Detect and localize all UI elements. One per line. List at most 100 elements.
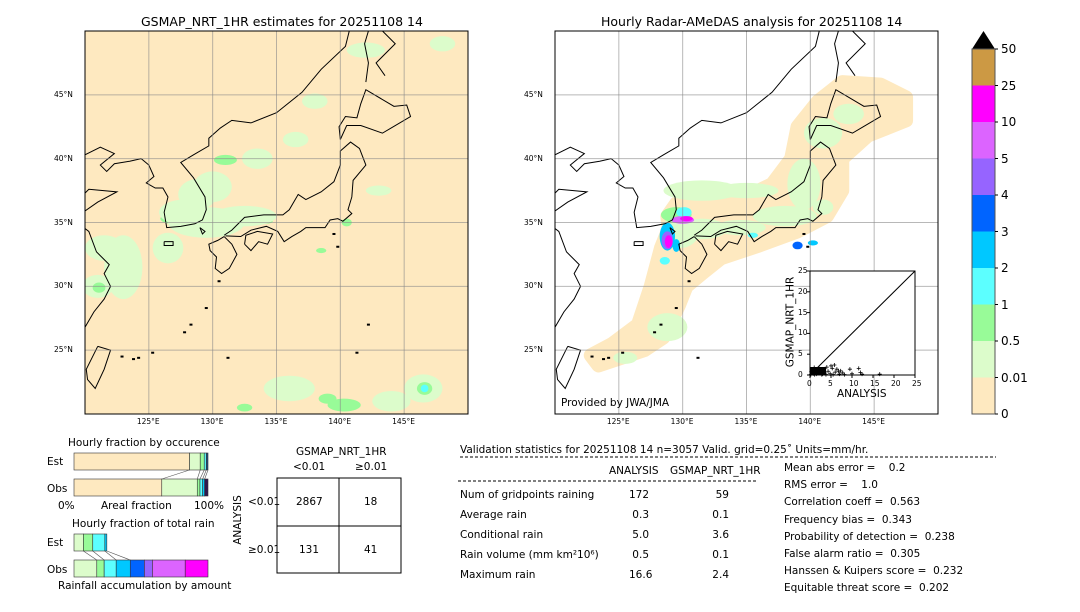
scatter-point (842, 372, 847, 377)
rain-area (803, 117, 843, 149)
coastline (669, 227, 676, 235)
table-col-1: <0.01 (293, 461, 326, 473)
lat-tick-label: 35°N (54, 217, 73, 227)
colorbar-segment (972, 268, 995, 305)
bar-segment (196, 478, 201, 497)
cell-tp: 41 (364, 544, 378, 556)
scatter-x-tick-label: 10 (849, 379, 859, 388)
score-item: Equitable threat score = 0.202 (784, 582, 950, 595)
colorbar-segment (972, 231, 995, 268)
scatter-dense-cluster (810, 367, 826, 375)
one-to-one-line (809, 270, 916, 376)
lon-tick-label: 140°E (798, 417, 822, 426)
bar-segment (161, 478, 198, 497)
stats-gsmap-value: 3.6 (712, 529, 729, 541)
rain-area (613, 351, 638, 364)
map-frame (84, 30, 469, 415)
coastline (244, 230, 274, 252)
colorbar (971, 31, 998, 415)
credit-text: Provided by JWA/JMA (561, 397, 670, 409)
island (607, 356, 611, 359)
bar-segment (202, 478, 205, 497)
stats-gsmap-value: 0.1 (712, 549, 729, 561)
colorbar-label: 2 (1001, 261, 1009, 275)
coastline (163, 241, 174, 246)
connector-line (199, 469, 205, 480)
scatter-point (833, 370, 838, 375)
occ-tick-100: 100% (194, 500, 225, 512)
island (132, 358, 136, 361)
coastline (208, 236, 238, 275)
rain-area (365, 185, 392, 196)
stats-row-label: Rain volume (mm km²10⁶) (460, 549, 599, 561)
stats-analysis-value: 0.3 (632, 509, 649, 521)
colorbar-label: 10 (1001, 115, 1017, 129)
bar-segment (83, 533, 94, 552)
scatter-point (832, 363, 837, 368)
lat-tick-label: 45°N (54, 89, 73, 99)
island (355, 351, 359, 354)
connector-line (83, 550, 97, 561)
bar-segment (73, 452, 190, 471)
stats-row-label: Conditional rain (460, 529, 544, 541)
colorbar-label: 1 (1001, 297, 1009, 312)
island (653, 331, 657, 334)
scatter-x-tick-label: 25 (912, 379, 922, 388)
lat-tick-label: 25°N (54, 345, 73, 355)
coastline (375, 31, 396, 76)
bar-segment (203, 452, 207, 471)
coastline (693, 141, 837, 243)
island (151, 351, 155, 354)
coastline (338, 88, 412, 140)
coastline (364, 31, 369, 83)
stats-gsmap-value: 59 (715, 489, 729, 501)
lon-tick-label: 125°E (136, 417, 160, 426)
rain-area (647, 313, 688, 342)
tot-obs-label: Obs (47, 564, 68, 576)
island (806, 245, 810, 248)
occurrence-chart (73, 452, 209, 497)
stats-row-label: Maximum rain (460, 569, 536, 581)
coastline (555, 188, 589, 328)
lon-tick-label: 145°E (862, 417, 885, 426)
colorbar-label: 5 (1001, 151, 1009, 166)
score-item: Mean abs error = 0.2 (784, 462, 906, 474)
scatter-point (831, 372, 836, 377)
colorbar-segment (972, 304, 995, 341)
bar-segment (205, 452, 209, 471)
lon-tick-label: 125°E (606, 417, 630, 426)
coastline (834, 31, 839, 83)
rain-area (236, 403, 253, 412)
rain-area (85, 235, 124, 261)
scatter-point (837, 372, 842, 377)
scatter-point (877, 372, 882, 377)
island (226, 356, 230, 359)
rain-area (152, 232, 184, 264)
tot-est-label: Est (47, 537, 64, 549)
rain-area (812, 199, 834, 215)
map-frame (554, 30, 939, 415)
island (687, 280, 691, 283)
stats-col-gsmap: GSMAP_NRT_1HR (670, 465, 761, 477)
coastline (845, 31, 866, 76)
bar-segment (199, 478, 203, 497)
bar-segment (152, 559, 186, 578)
right-map-title: Hourly Radar-AMeDAS analysis for 2025110… (601, 14, 903, 29)
score-item: Hanssen & Kuipers score = 0.232 (784, 565, 964, 578)
rain-area (833, 103, 864, 125)
island (602, 358, 606, 361)
colorbar-label: 25 (1001, 78, 1017, 93)
scatter-point (847, 367, 852, 372)
occ-est-label: Est (47, 456, 64, 468)
scatter-point (838, 368, 843, 373)
coastline (678, 236, 708, 275)
lon-tick-label: 130°E (670, 417, 694, 426)
island (336, 245, 340, 248)
occ-tick-0: 0% (58, 500, 75, 512)
island (674, 307, 678, 310)
lat-tick-label: 30°N (54, 281, 73, 291)
rain-area (92, 282, 106, 293)
bar-segment (73, 533, 84, 552)
rain-area (672, 239, 681, 252)
